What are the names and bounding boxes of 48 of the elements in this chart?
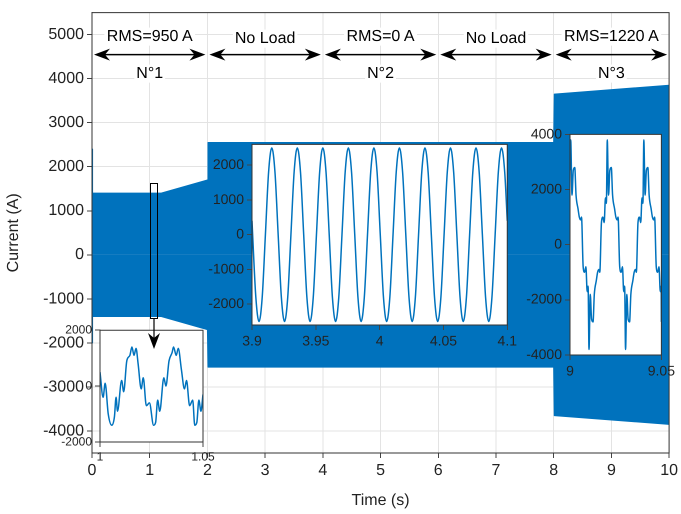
x-tick-label: 4.1 — [498, 332, 518, 348]
annotation: No Load — [466, 30, 526, 48]
annotation: RMS=0 A — [346, 28, 415, 46]
annotation: RMS=950 A — [106, 28, 193, 46]
x-tick-label: 1 — [96, 450, 104, 464]
y-tick-label: -2000 — [43, 334, 84, 352]
y-tick-label: -2000 — [208, 295, 244, 312]
x-tick-label: 4.05 — [430, 332, 458, 348]
y-tick-label: -1000 — [43, 290, 84, 308]
y-tick-label: 0 — [554, 236, 562, 252]
annotation: RMS=1220 A — [564, 28, 660, 46]
x-tick-label: 9 — [566, 362, 574, 378]
x-tick-label: 9 — [606, 462, 616, 480]
x-tick-label: 4 — [376, 332, 384, 348]
y-tick-label: -1000 — [208, 260, 244, 276]
x-tick-label: 3.9 — [242, 332, 262, 348]
x-axis-title: Time (s) — [352, 492, 410, 509]
y-tick-label: 3000 — [48, 114, 84, 132]
y-tick-label: 2000 — [212, 156, 244, 172]
annotation: No Load — [234, 30, 296, 48]
x-tick-label: 3.95 — [302, 332, 330, 348]
annotation: N°2 — [367, 65, 394, 82]
x-tick-label: 4 — [318, 462, 328, 480]
x-tick-label: 3 — [260, 462, 270, 480]
y-tick-label: 2000 — [530, 180, 562, 196]
y-tick-label: 4000 — [48, 70, 84, 88]
y-axis-title: Current (A) — [5, 193, 22, 272]
y-tick-label: 0 — [75, 246, 84, 264]
x-tick-label: 1 — [145, 462, 154, 480]
y-tick-label: -4000 — [526, 346, 562, 362]
annotation: N°1 — [136, 65, 164, 82]
y-tick-label: 5000 — [48, 26, 84, 44]
x-tick-label: 6 — [434, 462, 443, 480]
x-tick-label: 2 — [202, 462, 212, 480]
line-series — [100, 346, 203, 426]
y-tick-label: -2000 — [526, 290, 562, 307]
y-tick-label: 2000 — [65, 322, 92, 337]
annotation: N°3 — [598, 65, 625, 82]
y-tick-label: 0 — [236, 226, 244, 242]
x-tick-label: 5 — [376, 462, 386, 480]
y-tick-label: 2000 — [48, 158, 84, 176]
x-tick-label: 7 — [492, 462, 501, 480]
y-tick-label: 1000 — [48, 202, 84, 220]
x-tick-label: 1.05 — [191, 450, 215, 464]
x-tick-label: 8 — [549, 462, 558, 480]
x-tick-label: 10 — [660, 462, 678, 480]
y-tick-label: -3000 — [43, 378, 84, 396]
y-tick-label: 1000 — [212, 190, 244, 207]
